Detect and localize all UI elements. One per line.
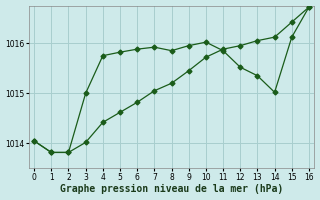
X-axis label: Graphe pression niveau de la mer (hPa): Graphe pression niveau de la mer (hPa): [60, 184, 283, 194]
